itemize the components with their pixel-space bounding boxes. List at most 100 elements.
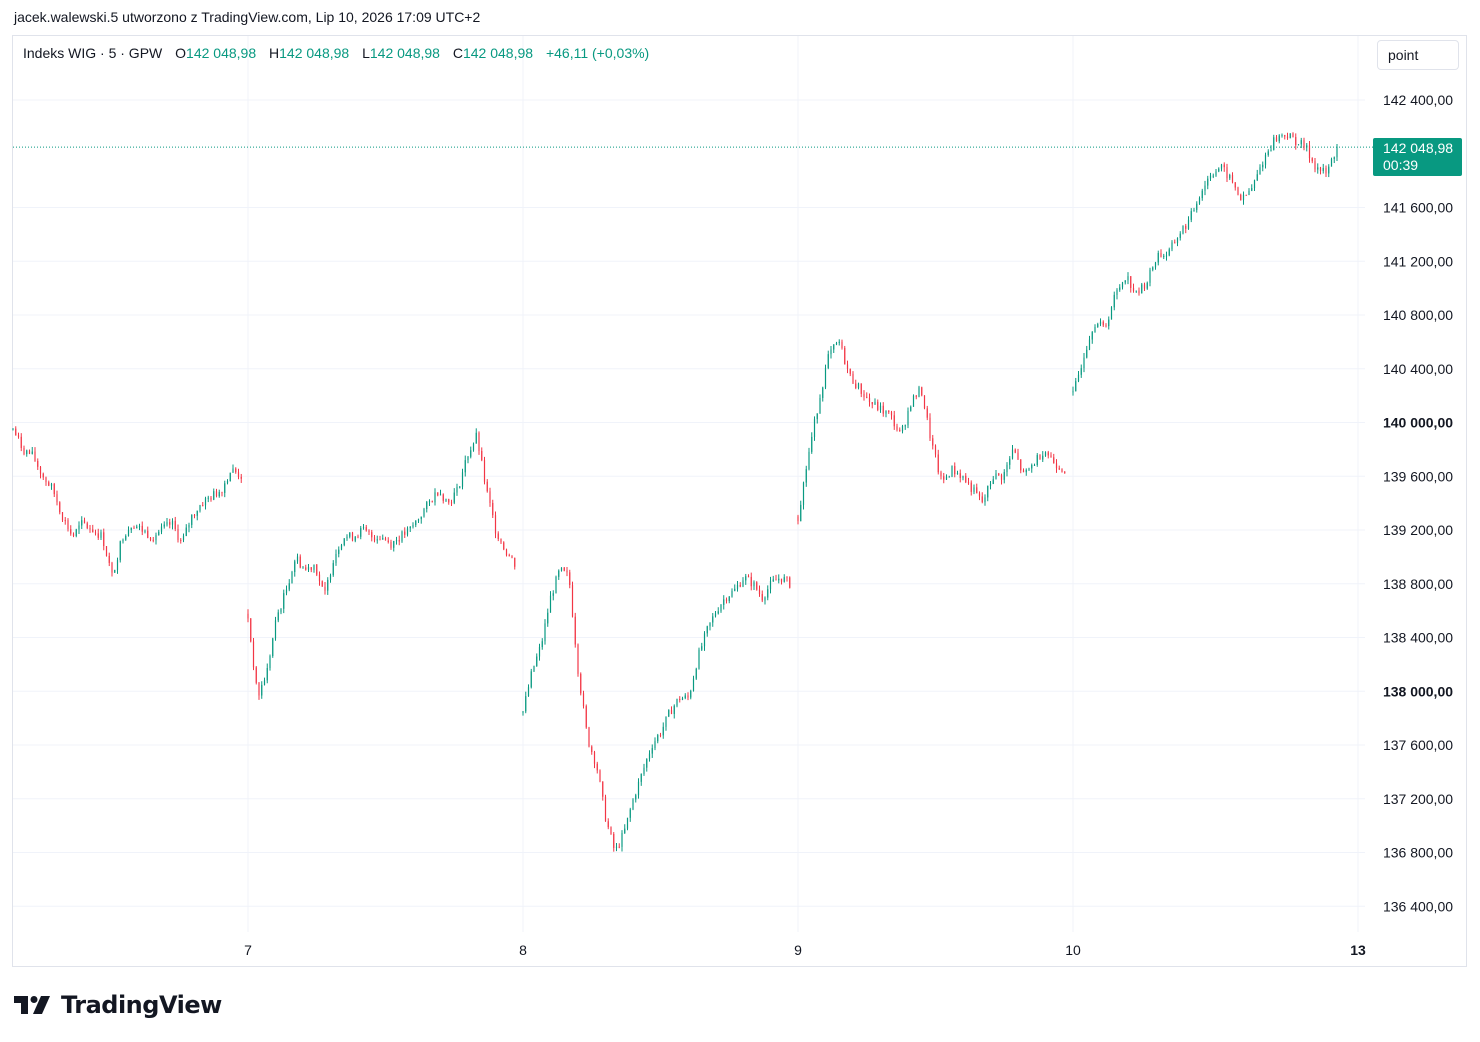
price-tick-label: 138 000,00 [1383, 683, 1453, 699]
candle [1009, 456, 1011, 470]
candle [56, 490, 58, 506]
candle [1317, 163, 1319, 174]
candle [778, 574, 780, 584]
scale-mode-button[interactable]: point [1377, 40, 1459, 70]
candle [706, 625, 708, 637]
candle [923, 395, 926, 410]
candle [910, 405, 912, 412]
candle [1311, 157, 1313, 164]
symbol-name: Indeks WIG · 5 · GPW [23, 45, 163, 61]
candle [899, 427, 901, 432]
candle [907, 407, 909, 429]
candle [780, 578, 783, 585]
candle [962, 475, 964, 481]
candle [767, 585, 769, 601]
candle [984, 494, 986, 506]
axis-layer: 142 400,00 141 600,00 141 200,00 140 800,00… [244, 92, 1453, 958]
candle [437, 492, 439, 497]
candle [618, 843, 620, 849]
candle [180, 538, 182, 544]
candle [1223, 162, 1225, 172]
candle [1064, 470, 1066, 474]
candle [59, 501, 61, 515]
candle [926, 405, 928, 421]
candle [1031, 463, 1033, 473]
candle [426, 500, 428, 513]
candle [100, 529, 102, 541]
candle [182, 533, 185, 543]
candle [1014, 448, 1016, 454]
candle [406, 526, 409, 537]
candle [45, 476, 47, 486]
candle [283, 589, 285, 614]
candle [822, 386, 824, 402]
candle [648, 750, 651, 762]
candle [1306, 143, 1308, 152]
candle [329, 573, 332, 583]
candle [365, 524, 367, 532]
candle [1251, 184, 1253, 192]
candle [105, 545, 108, 557]
candle [725, 597, 728, 604]
candle [1201, 188, 1203, 201]
candle [1165, 251, 1168, 261]
candle [1171, 240, 1173, 252]
close-label: C [452, 45, 463, 61]
candle [904, 424, 906, 430]
candle [728, 596, 730, 604]
candle [313, 564, 315, 573]
candle [464, 455, 466, 477]
candle [1330, 157, 1333, 167]
candle [1295, 133, 1297, 150]
candle [621, 830, 623, 852]
candle [525, 691, 527, 714]
candle [321, 580, 323, 587]
candle [122, 538, 124, 544]
candle [1308, 141, 1311, 163]
candle [758, 585, 761, 597]
candle [1198, 196, 1201, 205]
candle [970, 480, 972, 496]
candle [335, 549, 337, 566]
candle [64, 517, 66, 525]
candle [912, 394, 915, 407]
candle [332, 560, 334, 577]
candle [26, 449, 28, 457]
candle [1160, 249, 1162, 258]
candle [1297, 144, 1300, 146]
candle [1020, 459, 1022, 474]
candle [362, 523, 365, 530]
candle [1121, 281, 1124, 290]
candle [841, 339, 843, 350]
candle [1053, 453, 1055, 464]
candle [1275, 135, 1278, 142]
candle [202, 502, 204, 507]
candle [646, 758, 648, 772]
candle [1231, 172, 1234, 184]
candle [92, 524, 94, 533]
candle [629, 807, 631, 822]
open-label: O [175, 45, 187, 61]
candle [191, 514, 193, 529]
candle [1127, 272, 1129, 285]
candle [1248, 188, 1250, 196]
candle [23, 445, 25, 456]
candle [459, 486, 461, 489]
candle [232, 464, 234, 473]
candle [247, 609, 249, 623]
candle [152, 536, 154, 543]
candle [125, 534, 127, 541]
candle [802, 481, 805, 510]
candle [1022, 468, 1025, 473]
candle [956, 470, 959, 475]
candle [53, 482, 55, 498]
candle [929, 413, 931, 442]
candle [31, 446, 33, 455]
candle [467, 455, 469, 464]
candle [835, 341, 838, 346]
candle [188, 522, 190, 533]
candle [585, 704, 587, 729]
candle [978, 491, 981, 501]
tradingview-logo[interactable]: TradingView [14, 990, 222, 1020]
